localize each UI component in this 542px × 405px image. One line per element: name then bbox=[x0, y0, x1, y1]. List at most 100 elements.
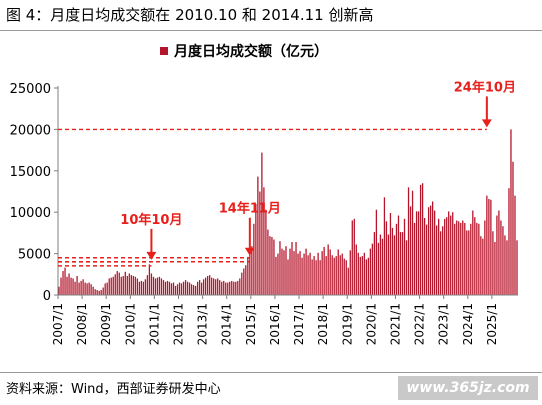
bar bbox=[337, 249, 339, 295]
bar bbox=[255, 203, 257, 295]
bar bbox=[387, 234, 390, 295]
bar bbox=[502, 226, 504, 295]
bar bbox=[484, 220, 486, 295]
bar bbox=[299, 251, 301, 295]
bar bbox=[486, 195, 488, 295]
bar bbox=[401, 232, 404, 295]
x-tick-label: 2021/1 bbox=[388, 303, 402, 345]
bar bbox=[480, 236, 482, 295]
bar bbox=[98, 290, 100, 295]
bar bbox=[124, 271, 126, 295]
bar bbox=[261, 152, 263, 295]
bar bbox=[474, 217, 476, 295]
bar bbox=[186, 281, 189, 295]
bar bbox=[257, 176, 259, 295]
x-tick-label: 2024/1 bbox=[461, 303, 475, 345]
bar bbox=[62, 270, 64, 295]
bar bbox=[431, 201, 434, 295]
x-tick-label: 2022/1 bbox=[413, 303, 427, 345]
bar bbox=[225, 282, 227, 295]
bar bbox=[429, 205, 432, 295]
bar bbox=[436, 225, 438, 295]
bar bbox=[253, 223, 255, 295]
bar bbox=[158, 276, 161, 295]
bar bbox=[86, 283, 88, 295]
bar bbox=[273, 239, 275, 295]
bar bbox=[227, 282, 229, 295]
bar bbox=[291, 242, 293, 295]
source-note: 资料来源：Wind，西部证券研发中心 bbox=[6, 382, 221, 397]
bar bbox=[110, 277, 112, 295]
bar bbox=[492, 231, 494, 295]
bar bbox=[415, 211, 418, 295]
bar bbox=[365, 259, 367, 295]
bar bbox=[357, 252, 359, 295]
bar bbox=[301, 257, 303, 295]
bar bbox=[405, 240, 408, 295]
bar bbox=[466, 230, 468, 295]
bar bbox=[385, 221, 388, 295]
bar bbox=[174, 285, 177, 295]
bar bbox=[144, 279, 147, 295]
bar bbox=[106, 282, 108, 295]
x-tick-label: 2020/1 bbox=[364, 303, 378, 345]
bar bbox=[70, 277, 72, 295]
annotation-arrow-head bbox=[481, 119, 492, 128]
bar bbox=[138, 281, 140, 295]
bar bbox=[235, 281, 237, 295]
bar bbox=[476, 222, 478, 295]
bar bbox=[172, 282, 175, 295]
bar bbox=[373, 232, 376, 295]
x-tick-label: 2017/1 bbox=[292, 303, 306, 345]
bar bbox=[293, 251, 295, 295]
bar bbox=[397, 215, 400, 295]
bar bbox=[205, 277, 207, 295]
bar bbox=[249, 230, 251, 295]
bar bbox=[307, 255, 309, 295]
bar bbox=[90, 284, 92, 295]
bar bbox=[500, 220, 502, 295]
bar bbox=[94, 289, 96, 295]
bar bbox=[383, 197, 386, 295]
bar bbox=[468, 230, 470, 295]
bar bbox=[343, 258, 345, 295]
bar bbox=[279, 241, 281, 295]
x-tick-label: 2016/1 bbox=[268, 303, 282, 345]
bar bbox=[490, 199, 492, 295]
bar bbox=[74, 281, 76, 295]
bar bbox=[460, 222, 462, 295]
bar bbox=[440, 231, 442, 295]
x-tick-label: 2011/1 bbox=[147, 303, 161, 345]
bar bbox=[325, 256, 327, 295]
bar bbox=[269, 236, 271, 295]
bar bbox=[178, 282, 181, 295]
bar bbox=[313, 256, 315, 295]
bar bbox=[413, 222, 416, 295]
bar bbox=[389, 213, 392, 295]
bar bbox=[182, 281, 185, 295]
bar bbox=[456, 220, 458, 295]
bar bbox=[361, 256, 363, 295]
bar bbox=[219, 280, 221, 295]
bar bbox=[433, 210, 436, 295]
bar bbox=[305, 248, 307, 295]
bar bbox=[399, 232, 402, 295]
x-tick-label: 2013/1 bbox=[196, 303, 210, 345]
bar bbox=[303, 253, 305, 295]
bar bbox=[464, 222, 466, 295]
annotation-arrow-head bbox=[146, 251, 157, 260]
bar bbox=[237, 280, 239, 295]
bar bbox=[102, 287, 104, 295]
bar bbox=[339, 255, 341, 295]
bar bbox=[417, 211, 420, 295]
bar bbox=[108, 278, 110, 295]
bar bbox=[176, 284, 179, 295]
bar bbox=[118, 272, 120, 295]
bar bbox=[482, 238, 484, 295]
bar bbox=[409, 206, 412, 295]
bar bbox=[381, 238, 384, 295]
bar bbox=[130, 275, 132, 295]
watermark-logo: www.365jz.com bbox=[398, 376, 538, 400]
bar bbox=[198, 280, 201, 295]
bar bbox=[349, 250, 351, 295]
